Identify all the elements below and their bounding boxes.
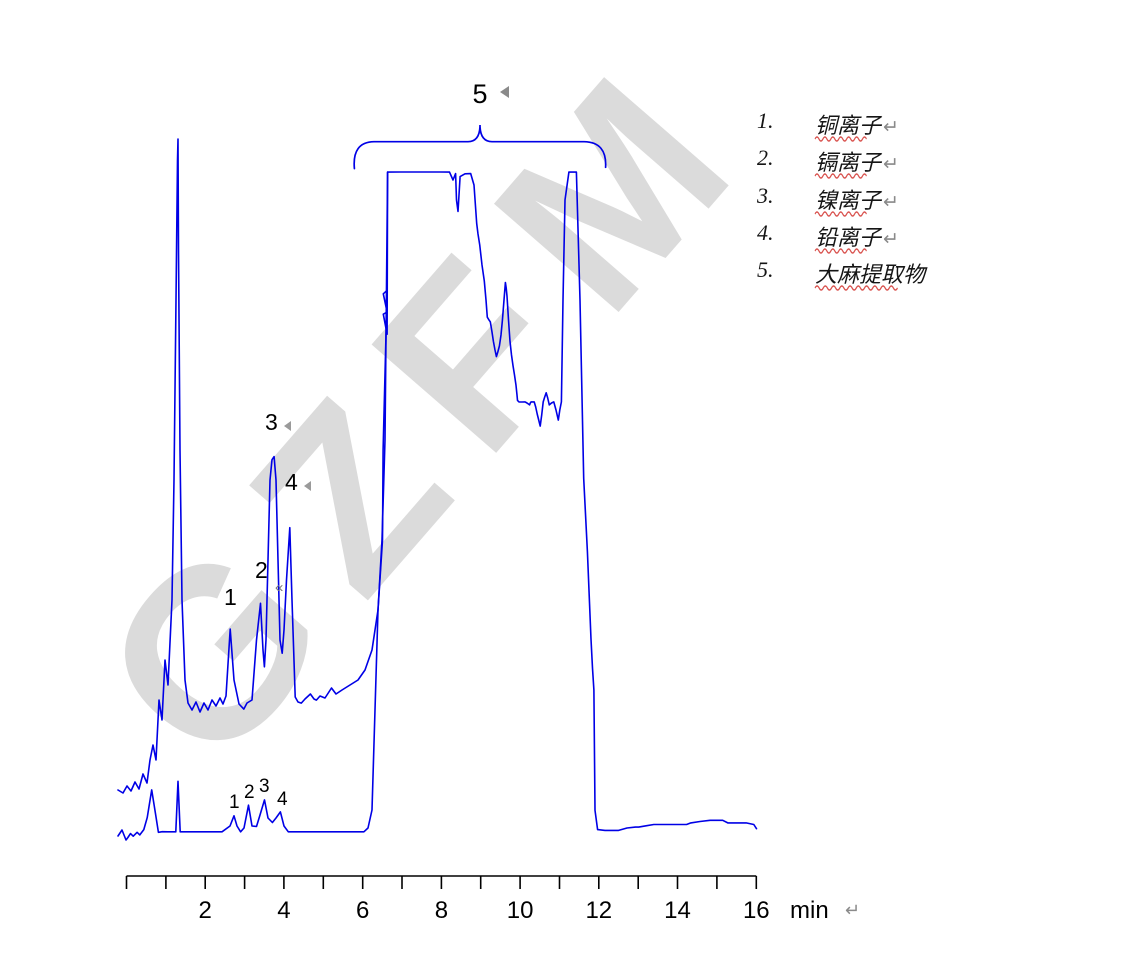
svg-text:14: 14 — [664, 897, 691, 924]
svg-text:8: 8 — [435, 897, 448, 924]
svg-text:3: 3 — [265, 409, 278, 435]
svg-text:6: 6 — [356, 897, 369, 924]
svg-text:16: 16 — [743, 897, 770, 924]
svg-text:3: 3 — [259, 776, 270, 797]
svg-text:2: 2 — [199, 897, 212, 924]
svg-text:min: min — [790, 897, 829, 924]
svg-text:1: 1 — [229, 792, 240, 813]
svg-text:2: 2 — [244, 782, 255, 803]
svg-text:12: 12 — [585, 897, 612, 924]
svg-text:↵: ↵ — [845, 900, 860, 920]
svg-text:5: 5 — [472, 79, 487, 109]
svg-text:4: 4 — [285, 469, 298, 495]
svg-text:«: « — [275, 579, 283, 596]
svg-text:2: 2 — [255, 557, 268, 583]
svg-text:4: 4 — [277, 897, 290, 924]
svg-text:1: 1 — [224, 584, 237, 610]
svg-text:10: 10 — [507, 897, 534, 924]
svg-text:4: 4 — [277, 789, 288, 810]
